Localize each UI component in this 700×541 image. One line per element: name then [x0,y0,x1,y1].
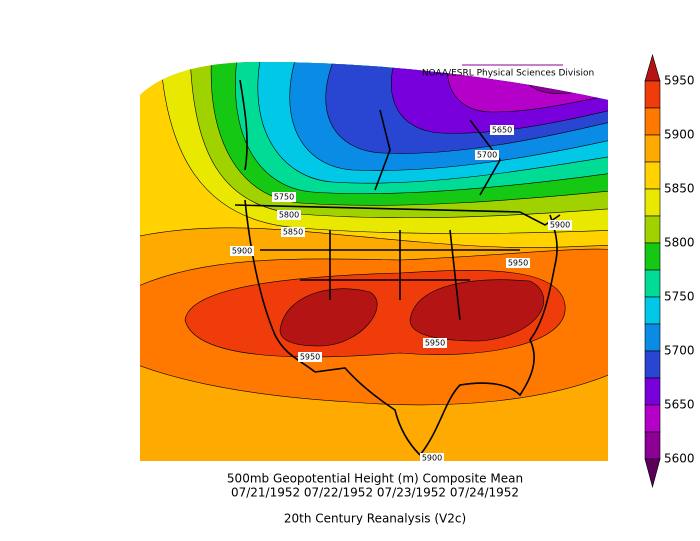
contour-band [279,288,378,347]
contour-label: 5800 [279,211,299,220]
contour-label-box [548,220,572,230]
caption-source: 20th Century Reanalysis (V2c) [284,512,466,526]
colorbar-swatch [644,134,661,163]
colorbar: 5950 5900 5850 5800 5750 5700 5650 5600 [644,53,695,489]
contour-label: 5950 [425,339,445,348]
colorbar-cap [644,53,661,82]
contour-label-box [277,210,301,220]
contour-label-box [475,150,499,160]
coastline [260,229,520,321]
coastline [314,367,421,456]
contour-label-box [230,246,254,256]
contour-label: 5900 [422,454,442,463]
contour-label: 5750 [274,193,294,202]
colorbar-label: 5900 [664,128,695,142]
contour-label: 5850 [283,228,303,237]
contour-label-box [506,258,530,268]
contour-label: 5950 [300,353,320,362]
credit: NOAA/ESRL Physical Sciences Division [422,69,594,79]
contour-label: 5650 [492,126,512,135]
colorbar-swatch [644,80,661,109]
colorbar-swatch [644,323,661,352]
caption-title: 500mb Geopotential Height (m) Composite … [227,472,523,486]
colorbar-label: 5800 [664,236,695,250]
caption-dates: 07/21/1952 07/22/1952 07/23/1952 07/24/1… [231,486,519,500]
colorbar-swatch [644,431,661,460]
contour-label-box [272,192,296,202]
colorbar-swatch [644,107,661,136]
contour-label: 5900 [550,221,570,230]
colorbar-cap [644,458,661,489]
colorbar-label: 5850 [664,182,695,196]
colorbar-swatch [644,215,661,244]
contour-label: 5900 [232,247,252,256]
contour-label-box [298,352,322,362]
contour-label: 5700 [477,151,497,160]
contour-label-box [490,125,514,135]
contour-map [140,62,608,461]
contour-label-box [423,338,447,348]
colorbar-swatch [644,188,661,217]
colorbar-label: 5600 [664,452,695,466]
coastline [239,79,501,196]
colorbar-swatch [644,269,661,298]
colorbar-label: 5750 [664,290,695,304]
coastline [419,214,558,456]
colorbar-swatch [644,350,661,379]
colorbar-label: 5650 [664,398,695,412]
colorbar-swatch [644,161,661,190]
colorbar-label: 5950 [664,74,695,88]
contour-band [409,279,545,342]
contour-label-box [281,227,305,237]
colorbar-swatch [644,377,661,406]
colorbar-swatch [644,296,661,325]
colorbar-swatch [644,242,661,271]
contour-label: 5950 [508,259,528,268]
colorbar-label: 5700 [664,344,695,358]
colorbar-swatch [644,404,661,433]
contour-label-box [420,453,444,463]
